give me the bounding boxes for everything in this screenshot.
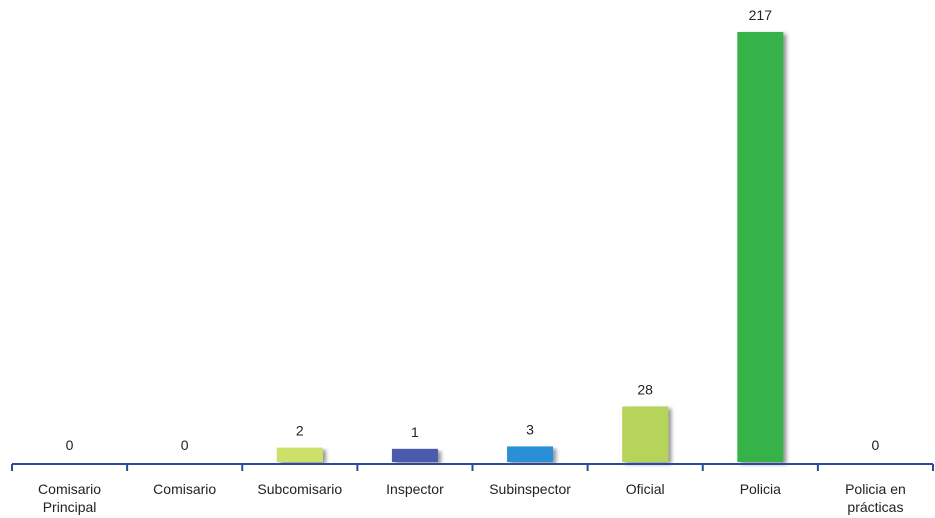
x-tick-label: Comisario: [38, 481, 101, 497]
x-tick-label: prácticas: [847, 499, 903, 515]
data-label: 0: [66, 437, 74, 453]
data-label: 3: [526, 421, 534, 437]
x-tick-label: Subcomisario: [257, 481, 342, 497]
x-tick-label: Inspector: [386, 481, 444, 497]
x-axis: [11, 463, 934, 471]
bars-group: [276, 32, 784, 462]
data-label: 0: [181, 437, 189, 453]
data-label: 1: [411, 424, 419, 440]
data-label: 217: [749, 7, 773, 23]
data-label: 28: [637, 382, 653, 398]
bar: [622, 406, 669, 462]
bar: [276, 447, 323, 462]
data-labels-group: 0 0 2 1 3 28 217 0: [66, 7, 880, 453]
x-tick-label: Principal: [43, 499, 97, 515]
x-tick-label: Comisario: [153, 481, 216, 497]
bar: [737, 32, 784, 462]
x-tick-label: Policia en: [845, 481, 906, 497]
data-label: 2: [296, 423, 304, 439]
bar: [507, 446, 554, 462]
data-label: 0: [872, 437, 880, 453]
x-tick-label: Subinspector: [489, 481, 571, 497]
bar: [391, 448, 438, 462]
x-tick-label: Oficial: [626, 481, 665, 497]
x-tick-label: Policia: [740, 481, 781, 497]
x-tick-labels-group: Comisario Principal Comisario Subcomisario I…: [38, 481, 906, 515]
